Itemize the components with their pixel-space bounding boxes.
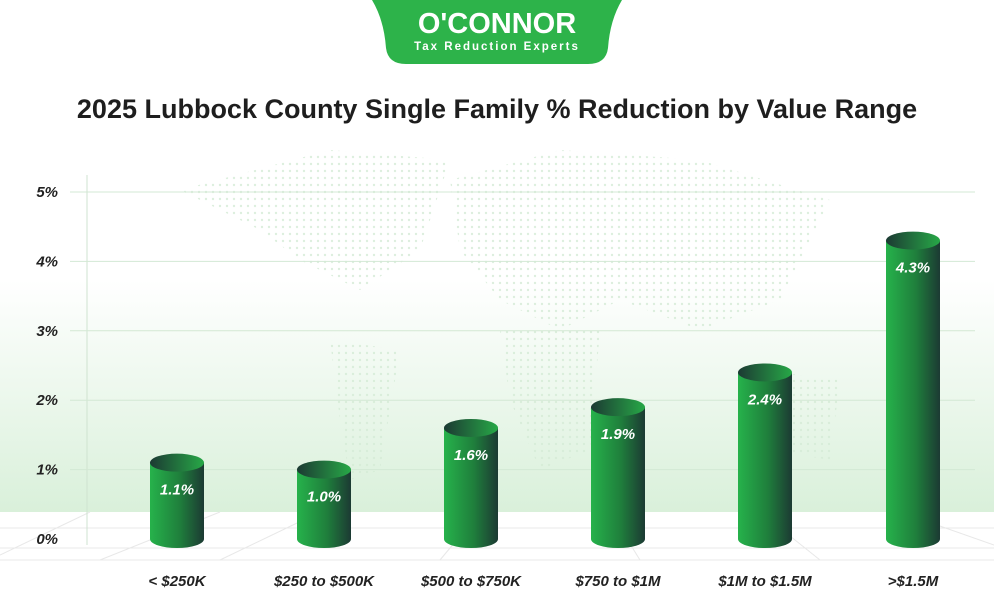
bar-cap	[150, 453, 204, 472]
bar-5: 4.3% >$1.5M	[886, 231, 940, 590]
bar-0: 1.1% < $250K	[148, 453, 207, 590]
data-label: 4.3%	[895, 260, 930, 277]
bar-1: 1.0% $250 to $500K	[273, 460, 375, 590]
y-tick-label: 3%	[36, 323, 58, 340]
bar-body	[591, 407, 645, 548]
bar-body	[738, 372, 792, 548]
y-tick-label: 1%	[36, 462, 58, 479]
x-tick-label: < $250K	[148, 573, 206, 590]
bar-cap	[886, 231, 940, 250]
bar-cap	[738, 363, 792, 382]
x-tick-label: >$1.5M	[888, 573, 939, 590]
x-tick-label: $1M to $1.5M	[717, 573, 812, 590]
data-label: 1.9%	[601, 426, 635, 443]
bar-2: 1.6% $500 to $750K	[420, 418, 522, 590]
oconnor-logo: O'CONNOR Tax Reduction Experts	[372, 0, 622, 64]
bar-body	[444, 427, 498, 548]
y-tick-label: 4%	[35, 253, 58, 270]
bar-cap	[297, 460, 351, 479]
y-tick-label: 0%	[36, 531, 58, 548]
world-map-dots	[180, 150, 840, 480]
bar-body	[886, 240, 940, 548]
chart-title: 2025 Lubbock County Single Family % Redu…	[76, 94, 918, 124]
bar-cap	[444, 418, 498, 437]
logo-name: O'CONNOR	[417, 8, 577, 40]
x-tick-label: $500 to $750K	[420, 573, 522, 590]
data-label: 2.4%	[747, 391, 782, 408]
bar-4: 2.4% $1M to $1.5M	[717, 363, 812, 590]
bar-cap	[591, 398, 645, 417]
bar-body	[150, 462, 204, 548]
y-tick-label: 5%	[36, 184, 58, 201]
bar-body	[297, 469, 351, 548]
logo-tagline: Tax Reduction Experts	[414, 41, 580, 53]
bar-3: 1.9% $750 to $1M	[574, 398, 661, 590]
data-label: 1.6%	[454, 447, 488, 464]
data-label: 1.1%	[160, 482, 194, 499]
x-tick-label: $250 to $500K	[273, 573, 375, 590]
y-tick-label: 2%	[35, 392, 58, 409]
x-tick-label: $750 to $1M	[574, 573, 661, 590]
data-label: 1.0%	[307, 489, 341, 506]
